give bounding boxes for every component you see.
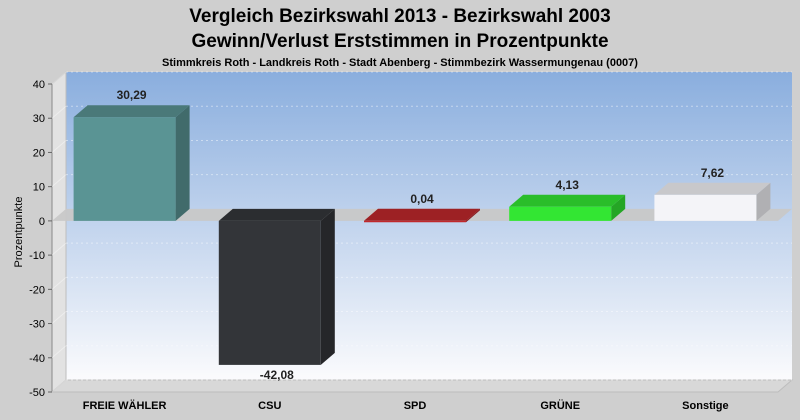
bar-side [611, 194, 626, 221]
bar-spd [364, 208, 480, 223]
x-tick-label: Sonstige [682, 400, 728, 412]
y-tick-label: -40 [29, 353, 45, 365]
bar-sonstige [654, 182, 771, 221]
bar-front [73, 117, 176, 221]
grid-line-side [51, 379, 67, 393]
value-label: 30,29 [117, 88, 147, 102]
grid-line-side [51, 345, 67, 359]
y-tick-label: 0 [39, 216, 45, 228]
bar-freie-wähler [73, 105, 190, 221]
y-tick-label: 20 [33, 147, 45, 159]
y-axis-label: Prozentpunkte [13, 197, 25, 268]
x-axis-labels: FREIE WÄHLER CSU SPD GRÜNE Sonstige [83, 399, 729, 412]
grid-line-side [51, 242, 67, 256]
bar-top [218, 208, 335, 221]
x-tick-label: SPD [404, 400, 427, 412]
side-wall [51, 70, 67, 394]
grid-line-side [51, 71, 67, 85]
chart-subtitle: Stimmkreis Roth - Landkreis Roth - Stadt… [162, 57, 638, 69]
x-tick-label: GRÜNE [540, 399, 580, 412]
grid-line-side [51, 276, 67, 290]
x-tick-label: FREIE WÄHLER [83, 399, 167, 412]
bar-front [364, 220, 466, 223]
value-label: -42,08 [260, 368, 294, 382]
y-tick-label: 40 [33, 79, 45, 91]
y-tick-label: -10 [29, 250, 45, 262]
value-label: 0,04 [410, 192, 434, 206]
y-tick-label: 10 [33, 182, 45, 194]
y-tick-label: -20 [29, 284, 45, 296]
y-tick-label: -50 [29, 387, 45, 399]
bar-top [73, 105, 190, 118]
chart-title-line1: Vergleich Bezirkswahl 2013 - Bezirkswahl… [189, 6, 611, 27]
value-labels-group: 30,29 -42,08 0,04 4,13 7,62 [117, 88, 725, 382]
y-tick-label: -30 [29, 319, 45, 331]
value-label: 4,13 [556, 178, 580, 192]
bar-top [654, 182, 771, 195]
title-block: Vergleich Bezirkswahl 2013 - Bezirkswahl… [0, 4, 800, 70]
chart-title-line2: Gewinn/Verlust Erststimmen in Prozentpun… [191, 31, 609, 52]
bar-grüne [509, 194, 626, 221]
bar-front [509, 206, 612, 221]
y-axis-ticks: 40 30 20 10 0 -10 -20 -30 -40 -50 [29, 79, 52, 399]
y-tick-label: 30 [33, 113, 45, 125]
grid-line-side [51, 105, 67, 119]
x-tick-label: CSU [258, 400, 281, 412]
bar-front [218, 220, 321, 365]
bars-group [73, 105, 771, 365]
grid-line-side [51, 311, 67, 324]
grid-line-side [51, 174, 67, 188]
bar-side [466, 208, 480, 223]
bar-side [175, 105, 190, 221]
bar-csu [218, 208, 335, 365]
bar-side [320, 208, 335, 365]
grid-line-side [51, 140, 67, 153]
bar-top [364, 208, 480, 221]
bar-top [509, 194, 626, 207]
bar-front [654, 194, 757, 221]
bar-side [756, 182, 771, 221]
value-label: 7,62 [701, 166, 725, 180]
floor [50, 379, 794, 393]
